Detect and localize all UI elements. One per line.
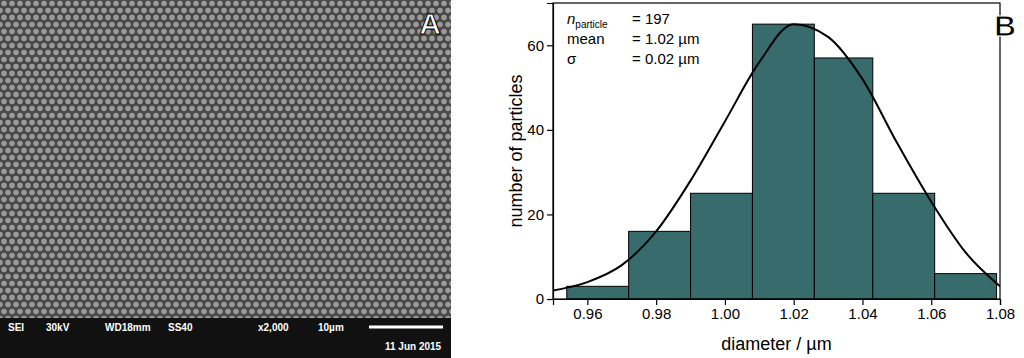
x-axis-title: diameter / µm xyxy=(721,334,831,354)
x-tick: 1.04 xyxy=(848,299,877,322)
x-tick: 0.96 xyxy=(573,299,602,322)
info-text: WD18mm xyxy=(105,322,151,333)
x-tick: 0.98 xyxy=(642,299,671,322)
info-bar xyxy=(0,318,451,358)
panel-b: 0.96 0.98 1.00 1.02 1.04 1.06 1.08 0 20 40 60 diame… xyxy=(506,3,1016,354)
info-text: SEI xyxy=(8,322,24,333)
x-tick-label: 1.06 xyxy=(917,305,946,322)
y-tick-label: 20 xyxy=(527,206,544,223)
bar xyxy=(935,274,997,299)
y-tick-mark xyxy=(547,299,553,300)
y-tick-mark xyxy=(547,214,553,215)
info-text: 30kV xyxy=(46,322,70,333)
info-text: 10µm xyxy=(318,322,344,333)
x-tick: 1.06 xyxy=(917,299,946,322)
y-tick-label: 40 xyxy=(527,121,544,138)
scale-bar xyxy=(369,326,443,329)
panel-label: A xyxy=(419,7,441,40)
annotation-symbol: σ xyxy=(567,50,577,67)
figure-root: SEI 30kV WD18mm SS40 x2,000 10µm 11 Jun 2015 A 0… xyxy=(0,0,1024,358)
info-text: SS40 xyxy=(168,322,193,333)
annotation-symbol: mean xyxy=(567,30,605,47)
annotation-text: = 1.02 µm xyxy=(632,30,699,47)
bar xyxy=(814,58,872,299)
y-tick: 60 xyxy=(527,37,553,54)
y-axis: 0 20 40 60 xyxy=(527,4,553,308)
x-tick: 1.00 xyxy=(711,299,740,322)
y-tick-mark xyxy=(547,45,553,46)
x-tick-label: 1.04 xyxy=(848,305,877,322)
x-tick-label: 0.96 xyxy=(573,305,602,322)
x-tick: 1.08 xyxy=(986,299,1015,322)
bar xyxy=(873,193,935,299)
bar xyxy=(752,24,814,299)
x-axis: 0.96 0.98 1.00 1.02 1.04 1.06 1.08 xyxy=(554,299,1016,322)
fit-curve xyxy=(553,24,1000,290)
y-tick-mark xyxy=(547,130,553,131)
x-tick-label: 1.08 xyxy=(986,305,1015,322)
bar xyxy=(567,286,629,299)
figure: SEI 30kV WD18mm SS40 x2,000 10µm 11 Jun 2015 A 0… xyxy=(0,0,1024,358)
y-tick-label: 60 xyxy=(527,37,544,54)
y-tick: 40 xyxy=(527,121,553,138)
annotation-symbol-text: n xyxy=(567,10,575,27)
annotation-text: = 197 xyxy=(632,10,670,27)
x-tick-label: 1.02 xyxy=(780,305,809,322)
plot-frame xyxy=(553,3,1000,299)
y-tick: 20 xyxy=(527,206,553,223)
plot-area xyxy=(553,24,1000,299)
y-axis-title: number of particles xyxy=(506,74,526,227)
info-text: x2,000 xyxy=(258,322,289,333)
y-axis-line xyxy=(547,4,554,300)
annotation-subscript: particle xyxy=(575,19,608,30)
annotation-symbol: nparticle xyxy=(567,10,608,30)
x-tick-label: 0.98 xyxy=(642,305,671,322)
micrograph xyxy=(0,0,451,318)
panel-label: B xyxy=(994,9,1016,42)
bar xyxy=(629,231,691,299)
annotation-symbol-text: σ xyxy=(567,50,577,67)
x-tick: 1.02 xyxy=(780,299,809,322)
annotation-text: = 0.02 µm xyxy=(632,50,699,67)
annotation-symbol-text: mean xyxy=(567,30,605,47)
y-tick: 0 xyxy=(536,290,553,307)
bar xyxy=(691,193,753,299)
y-tick-label: 0 xyxy=(536,290,544,307)
date-text: 11 Jun 2015 xyxy=(385,341,442,352)
x-tick-label: 1.00 xyxy=(711,305,740,322)
panel-a: SEI 30kV WD18mm SS40 x2,000 10µm 11 Jun 2015 A xyxy=(0,0,451,358)
